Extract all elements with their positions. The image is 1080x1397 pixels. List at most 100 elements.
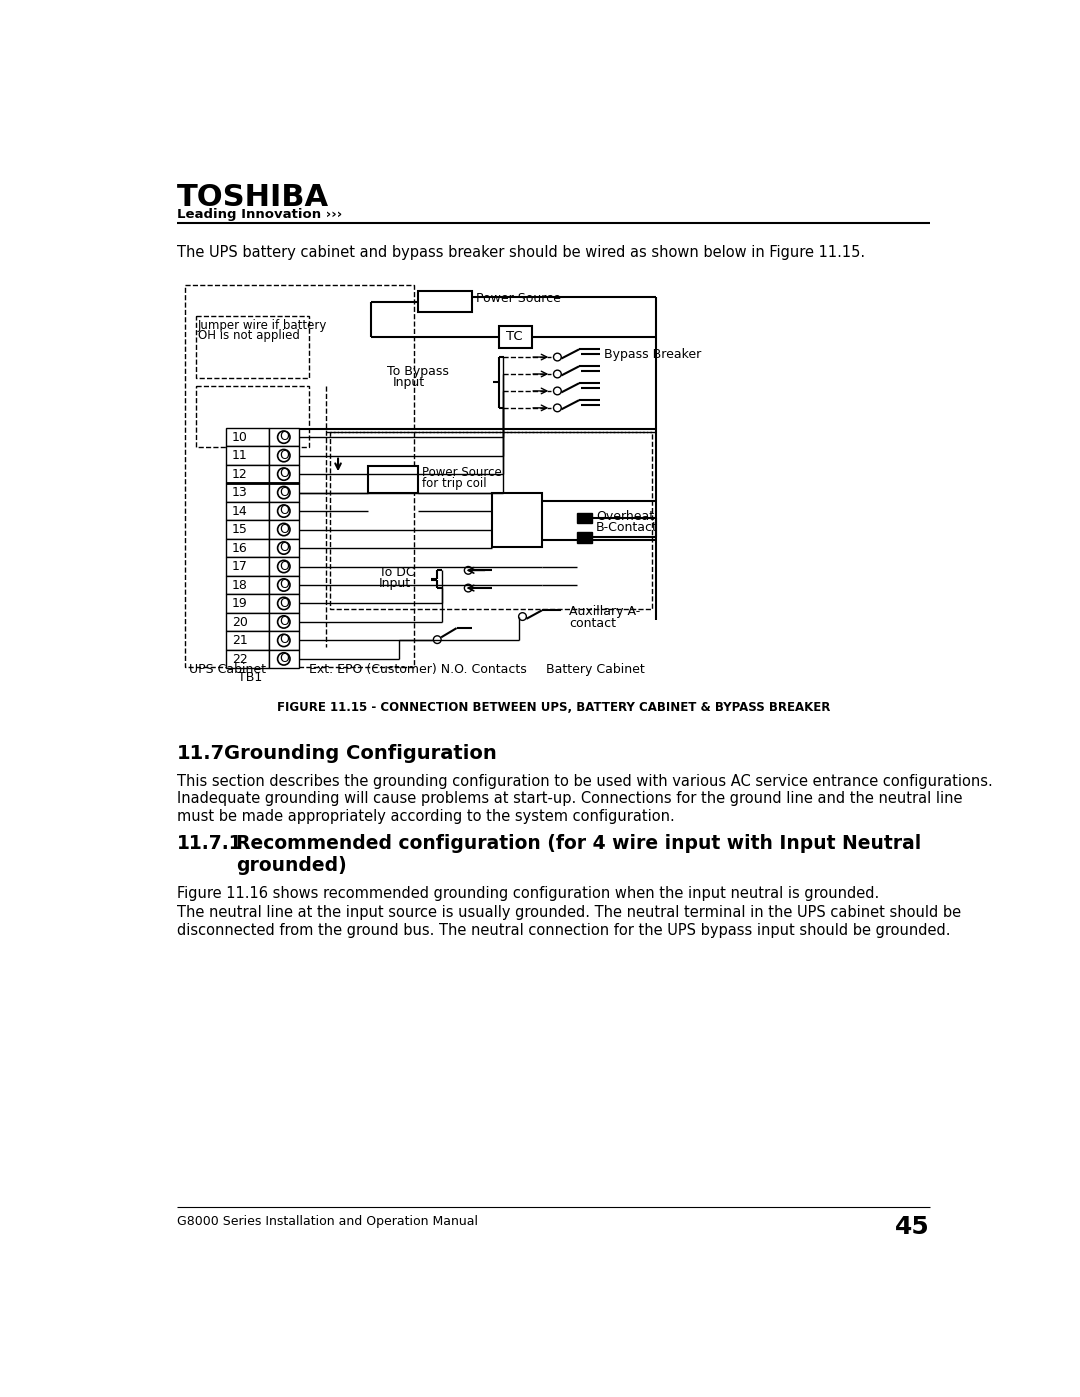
- Bar: [418, 291, 472, 313]
- Circle shape: [278, 450, 291, 462]
- Text: G8000 Series Installation and Operation Manual: G8000 Series Installation and Operation …: [177, 1215, 477, 1228]
- Text: O: O: [279, 467, 288, 481]
- Text: contact: contact: [569, 616, 616, 630]
- Text: Bypass Breaker: Bypass Breaker: [604, 348, 701, 360]
- Text: Overheat: Overheat: [596, 510, 654, 524]
- Text: Inadequate grounding will cause problems at start-up. Connections for the ground: Inadequate grounding will cause problems…: [177, 791, 962, 824]
- Text: O: O: [279, 430, 288, 443]
- Bar: [227, 502, 269, 520]
- Circle shape: [278, 486, 291, 499]
- Bar: [197, 386, 309, 447]
- Bar: [269, 520, 298, 539]
- Text: Recommended configuration (for 4 wire input with Input Neutral
grounded): Recommended configuration (for 4 wire in…: [235, 834, 921, 875]
- Text: 18: 18: [232, 578, 247, 592]
- Bar: [269, 576, 298, 594]
- Text: UPS Cabinet: UPS Cabinet: [189, 662, 267, 676]
- Text: Auxillary A-: Auxillary A-: [569, 605, 640, 617]
- Text: O: O: [279, 504, 288, 517]
- Text: Battery Cabinet: Battery Cabinet: [545, 662, 645, 676]
- Bar: [269, 650, 298, 668]
- Text: 15: 15: [232, 524, 247, 536]
- Bar: [269, 483, 298, 502]
- Text: This section describes the grounding configuration to be used with various AC se: This section describes the grounding con…: [177, 774, 993, 789]
- Text: 14: 14: [232, 504, 247, 518]
- Bar: [227, 483, 269, 502]
- Circle shape: [554, 404, 562, 412]
- Circle shape: [518, 613, 526, 620]
- Text: To DC: To DC: [379, 567, 415, 580]
- Circle shape: [278, 634, 291, 647]
- Bar: [227, 613, 269, 631]
- Text: 22: 22: [232, 652, 247, 666]
- Circle shape: [278, 432, 291, 443]
- Circle shape: [464, 584, 472, 592]
- Bar: [227, 539, 269, 557]
- Bar: [227, 594, 269, 613]
- Bar: [367, 467, 418, 493]
- Bar: [227, 631, 269, 650]
- Text: 21: 21: [232, 634, 247, 647]
- Bar: [227, 520, 269, 539]
- Text: 45: 45: [895, 1215, 930, 1239]
- Text: 11.7.1: 11.7.1: [177, 834, 243, 852]
- Bar: [186, 285, 414, 666]
- Text: Power Source: Power Source: [422, 467, 501, 479]
- Text: O: O: [279, 615, 288, 629]
- Circle shape: [278, 504, 291, 517]
- Circle shape: [278, 598, 291, 609]
- Bar: [330, 432, 652, 609]
- Text: TOSHIBA: TOSHIBA: [177, 183, 329, 212]
- Text: O: O: [279, 541, 288, 555]
- Circle shape: [278, 578, 291, 591]
- Text: 17: 17: [232, 560, 247, 573]
- Text: 20: 20: [232, 616, 247, 629]
- Circle shape: [554, 353, 562, 360]
- Text: O: O: [279, 522, 288, 535]
- Circle shape: [554, 387, 562, 395]
- Bar: [269, 427, 298, 447]
- Text: B-Contact: B-Contact: [596, 521, 658, 534]
- Text: The UPS battery cabinet and bypass breaker should be wired as shown below in Fig: The UPS battery cabinet and bypass break…: [177, 244, 865, 260]
- Text: O: O: [279, 633, 288, 647]
- Text: O: O: [279, 597, 288, 609]
- Bar: [269, 502, 298, 520]
- Text: Input: Input: [379, 577, 411, 591]
- Text: O: O: [279, 652, 288, 665]
- Text: Figure 11.16 shows recommended grounding configuration when the input neutral is: Figure 11.16 shows recommended grounding…: [177, 886, 879, 901]
- Bar: [227, 427, 269, 447]
- Text: 13: 13: [232, 486, 247, 499]
- Bar: [269, 613, 298, 631]
- Text: 19: 19: [232, 598, 247, 610]
- Bar: [197, 316, 309, 377]
- Text: 12: 12: [232, 468, 247, 481]
- Circle shape: [278, 524, 291, 535]
- Bar: [491, 493, 542, 548]
- Bar: [577, 513, 592, 524]
- Circle shape: [278, 652, 291, 665]
- Bar: [269, 539, 298, 557]
- Text: FIGURE 11.15 - CONNECTION BETWEEN UPS, BATTERY CABINET & BYPASS BREAKER: FIGURE 11.15 - CONNECTION BETWEEN UPS, B…: [276, 701, 831, 714]
- Text: Jumper wire if battery: Jumper wire if battery: [198, 319, 327, 331]
- Bar: [269, 465, 298, 483]
- Bar: [227, 576, 269, 594]
- Text: Power Source: Power Source: [476, 292, 561, 306]
- Bar: [499, 327, 531, 348]
- Text: 16: 16: [232, 542, 247, 555]
- Text: O: O: [279, 486, 288, 499]
- Text: The neutral line at the input source is usually grounded. The neutral terminal i: The neutral line at the input source is …: [177, 905, 961, 937]
- Text: for trip coil: for trip coil: [422, 478, 486, 490]
- Text: O: O: [279, 448, 288, 461]
- Text: Grounding Configuration: Grounding Configuration: [225, 743, 497, 763]
- Bar: [577, 532, 592, 542]
- Text: O: O: [279, 560, 288, 573]
- Circle shape: [554, 370, 562, 377]
- Bar: [227, 650, 269, 668]
- Text: Ext. EPO (Customer) N.O. Contacts: Ext. EPO (Customer) N.O. Contacts: [309, 662, 527, 676]
- Bar: [227, 447, 269, 465]
- Text: 10: 10: [232, 432, 247, 444]
- Circle shape: [433, 636, 441, 644]
- Text: 11: 11: [232, 450, 247, 462]
- Text: Leading Innovation ›››: Leading Innovation ›››: [177, 208, 342, 221]
- Text: TC: TC: [507, 330, 523, 344]
- Circle shape: [278, 542, 291, 555]
